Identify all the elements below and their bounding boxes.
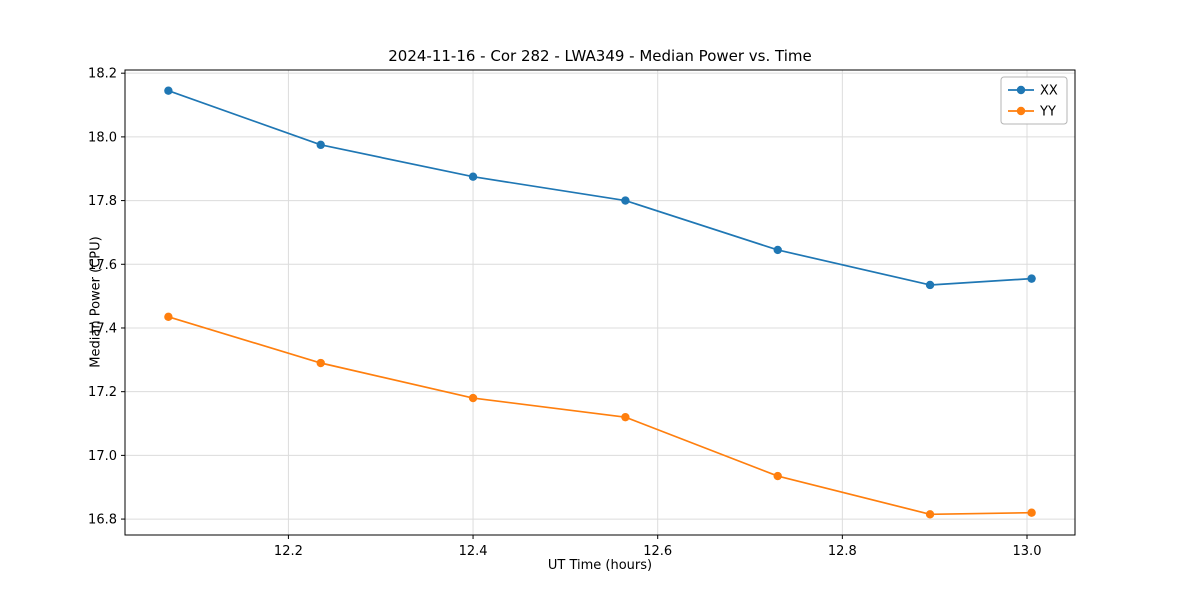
y-tick-label: 17.8 (88, 194, 117, 209)
series-marker-xx (773, 245, 782, 255)
y-tick-label: 18.0 (88, 130, 117, 145)
y-tick-label: 17.4 (88, 321, 117, 336)
series-marker-xx (316, 140, 325, 150)
x-tick-label: 12.2 (274, 544, 303, 559)
y-tick-label: 17.0 (88, 449, 117, 464)
series-marker-yy (468, 393, 478, 403)
y-tick-label: 16.8 (88, 513, 117, 528)
x-axis-label: UT Time (hours) (547, 558, 653, 573)
x-tick-label: 13.0 (1013, 544, 1042, 559)
axes-spines (124, 69, 1076, 536)
legend-label-yy: YY (1039, 105, 1056, 120)
x-tick-label: 12.8 (828, 544, 857, 559)
x-tick-label: 12.6 (643, 544, 672, 559)
y-tick-label: 17.6 (88, 258, 117, 273)
series-marker-xx (164, 86, 173, 95)
series-marker-yy (316, 358, 325, 368)
series-marker-xx (1027, 274, 1036, 283)
series-marker-yy (1027, 508, 1036, 517)
series-marker-yy (164, 312, 173, 322)
x-tick-label: 12.4 (459, 544, 488, 559)
series-marker-xx (621, 196, 630, 205)
series-line-xx (168, 89, 1032, 286)
legend-label-xx: XX (1040, 84, 1058, 99)
series-marker-xx (468, 172, 478, 181)
y-tick-label: 17.2 (88, 385, 117, 400)
series-marker-yy (773, 471, 782, 481)
legend-marker-yy (1016, 106, 1026, 116)
series-marker-xx (925, 280, 935, 290)
legend-marker-xx (1016, 85, 1026, 95)
series-line-yy (168, 316, 1032, 516)
y-tick-label: 18.2 (88, 67, 117, 82)
series-marker-yy (925, 510, 935, 519)
series-marker-yy (621, 412, 630, 422)
chart-title: 2024-11-16 - Cor 282 - LWA349 - Median P… (388, 47, 812, 65)
